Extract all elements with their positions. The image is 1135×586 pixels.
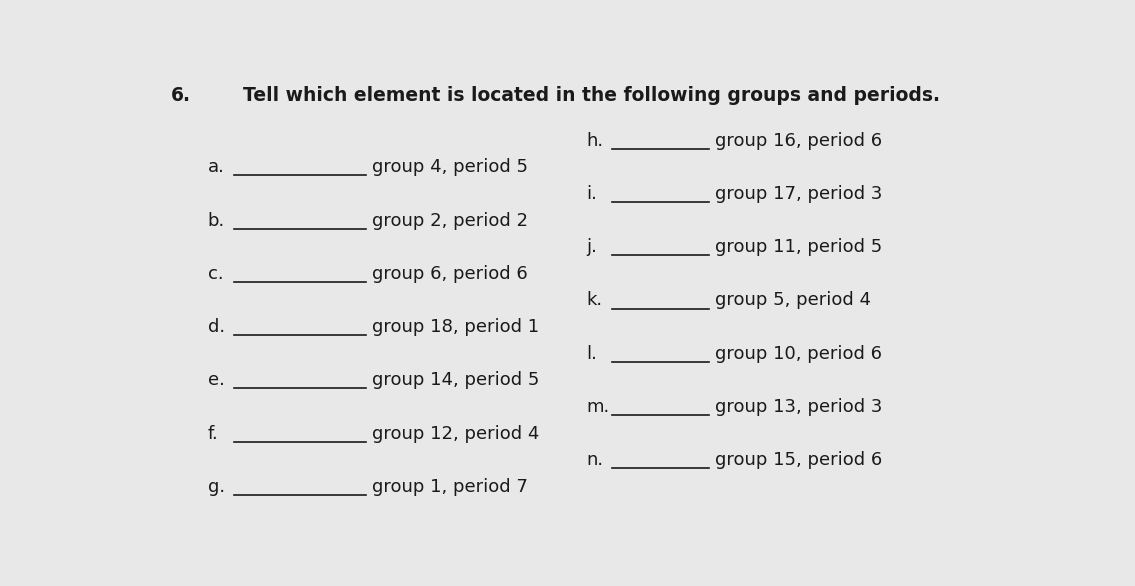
Text: group 13, period 3: group 13, period 3 <box>715 398 883 416</box>
Text: e.: e. <box>208 372 225 389</box>
Text: 6.: 6. <box>171 86 191 105</box>
Text: group 10, period 6: group 10, period 6 <box>715 345 882 363</box>
Text: g.: g. <box>208 478 225 496</box>
Text: d.: d. <box>208 318 225 336</box>
Text: group 18, period 1: group 18, period 1 <box>372 318 539 336</box>
Text: group 5, period 4: group 5, period 4 <box>715 291 872 309</box>
Text: l.: l. <box>586 345 597 363</box>
Text: group 4, period 5: group 4, period 5 <box>372 158 528 176</box>
Text: c.: c. <box>208 265 224 283</box>
Text: k.: k. <box>586 291 603 309</box>
Text: f.: f. <box>208 424 219 442</box>
Text: group 1, period 7: group 1, period 7 <box>372 478 528 496</box>
Text: h.: h. <box>586 132 603 149</box>
Text: group 14, period 5: group 14, period 5 <box>372 372 540 389</box>
Text: Tell which element is located in the following groups and periods.: Tell which element is located in the fol… <box>243 86 940 105</box>
Text: n.: n. <box>586 451 603 469</box>
Text: group 2, period 2: group 2, period 2 <box>372 212 528 230</box>
Text: group 17, period 3: group 17, period 3 <box>715 185 883 203</box>
Text: group 11, period 5: group 11, period 5 <box>715 238 883 256</box>
Text: j.: j. <box>586 238 597 256</box>
Text: group 16, period 6: group 16, period 6 <box>715 132 883 149</box>
Text: b.: b. <box>208 212 225 230</box>
Text: a.: a. <box>208 158 225 176</box>
Text: group 15, period 6: group 15, period 6 <box>715 451 883 469</box>
Text: group 6, period 6: group 6, period 6 <box>372 265 528 283</box>
Text: i.: i. <box>586 185 597 203</box>
Text: group 12, period 4: group 12, period 4 <box>372 424 540 442</box>
Text: m.: m. <box>586 398 609 416</box>
